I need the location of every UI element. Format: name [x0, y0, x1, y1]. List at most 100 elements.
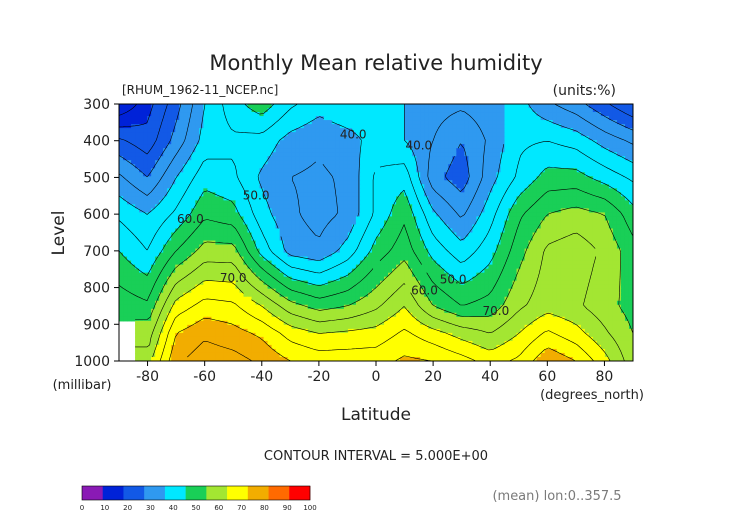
contour-cell — [376, 140, 381, 145]
contour-cell — [119, 120, 124, 125]
contour-cell — [275, 188, 281, 193]
contour-cell — [448, 116, 453, 121]
contour-cell — [303, 160, 309, 165]
contour-cell — [396, 128, 401, 133]
contour-cell — [167, 216, 172, 222]
contour-cell — [231, 208, 237, 214]
contour-cell — [119, 116, 124, 121]
contour-cell — [203, 232, 208, 238]
contour-cell — [251, 192, 257, 197]
contour-cell — [544, 136, 550, 141]
contour-cell — [167, 128, 172, 133]
contour-cell — [327, 224, 333, 230]
contour-cell — [303, 152, 309, 157]
contour-cell — [452, 104, 457, 109]
contour-cell — [424, 212, 429, 218]
contour-cell — [247, 172, 253, 177]
contour-cell — [548, 148, 554, 153]
contour-cell — [404, 112, 409, 117]
contour-cell — [536, 108, 542, 113]
contour-cell — [592, 116, 598, 121]
contour-cell — [167, 176, 172, 181]
contour-cell — [512, 204, 518, 210]
contour-cell — [524, 196, 530, 201]
contour-cell — [207, 252, 212, 258]
contour-cell — [283, 220, 289, 226]
contour-cell — [492, 256, 498, 262]
contour-cell — [359, 144, 365, 149]
contour-cell — [287, 228, 293, 234]
contour-cell — [476, 220, 482, 226]
contour-cell — [532, 108, 538, 113]
contour-cell — [347, 172, 353, 177]
contour-cell — [592, 132, 598, 137]
contour-cell — [400, 144, 405, 149]
contour-cell — [163, 156, 168, 161]
contour-cell — [127, 196, 132, 201]
contour-cell — [444, 200, 449, 205]
contour-cell — [540, 140, 546, 145]
contour-cell — [620, 188, 626, 193]
contour-cell — [143, 132, 148, 137]
contour-cell — [420, 216, 425, 222]
contour-cell — [251, 120, 257, 125]
contour-cell — [540, 104, 546, 109]
contour-cell — [376, 248, 381, 254]
contour-cell — [496, 220, 502, 226]
contour-cell — [343, 220, 349, 226]
contour-cell — [199, 252, 204, 258]
contour-cell — [400, 184, 405, 189]
contour-cell — [195, 256, 200, 262]
chart-title: Monthly Mean relative humidity — [209, 51, 542, 75]
contour-cell — [504, 144, 510, 149]
contour-cell — [163, 164, 168, 169]
contour-cell — [576, 212, 582, 218]
contour-cell — [384, 188, 389, 193]
contour-cell — [247, 112, 253, 117]
contour-cell — [159, 216, 164, 222]
contour-cell — [448, 168, 453, 173]
contour-cell — [331, 196, 337, 201]
contour-cell — [568, 172, 574, 177]
contour-cell — [271, 196, 277, 201]
contour-cell — [484, 116, 490, 121]
contour-cell — [500, 116, 506, 121]
contour-cell — [584, 228, 590, 234]
contour-cell — [532, 252, 538, 258]
contour-cell — [247, 128, 253, 133]
contour-cell — [247, 140, 253, 145]
contour-cell — [171, 112, 176, 117]
contour-cell — [572, 196, 578, 201]
contour-cell — [608, 256, 614, 262]
contour-cell — [211, 192, 216, 197]
contour-cell — [343, 232, 349, 238]
contour-cell — [628, 224, 633, 230]
contour-cell — [259, 112, 265, 117]
contour-cell — [187, 252, 192, 258]
contour-cell — [347, 204, 353, 210]
contour-cell — [424, 256, 429, 262]
contour-cell — [227, 256, 233, 262]
contour-cell — [496, 136, 502, 141]
contour-cell — [488, 252, 494, 258]
contour-cell — [347, 132, 353, 137]
contour-cell — [187, 112, 192, 117]
contour-cell — [608, 204, 614, 210]
contour-cell — [488, 200, 494, 205]
contour-cell — [243, 240, 249, 246]
contour-cell — [283, 164, 289, 169]
contour-cell — [295, 104, 301, 109]
contour-cell — [295, 180, 301, 185]
contour-cell — [303, 104, 309, 109]
contour-cell — [195, 144, 200, 149]
contour-cell — [584, 176, 590, 181]
contour-cell — [187, 124, 192, 129]
contour-cell — [472, 136, 477, 141]
contour-cell — [331, 216, 337, 222]
contour-cell — [307, 140, 313, 145]
contour-cell — [347, 112, 353, 117]
contour-cell — [347, 116, 353, 121]
contour-cell — [179, 176, 184, 181]
contour-cell — [540, 220, 546, 226]
contour-cell — [335, 204, 341, 210]
